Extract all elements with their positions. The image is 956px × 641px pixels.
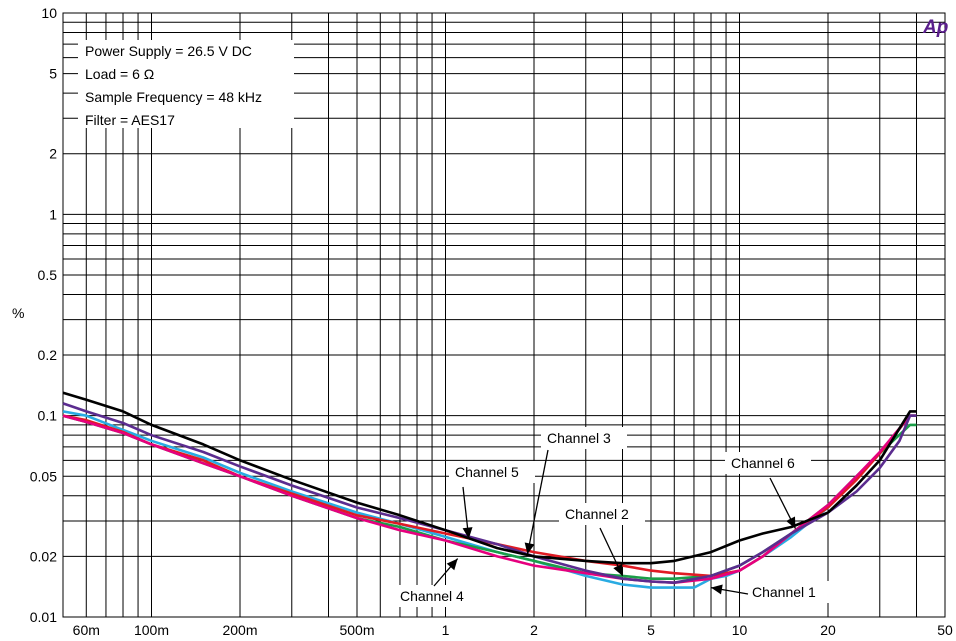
ap-logo-text: Ap	[922, 17, 948, 38]
y-tick-labels: 0.01 0.02 0.05 0.1 0.2 0.5 1 2 5 10	[30, 5, 57, 625]
annotation-bg	[746, 581, 832, 603]
y-tick-label: 2	[49, 146, 57, 162]
x-tick-label: 50	[937, 622, 953, 638]
x-tick-label: 1	[442, 622, 450, 638]
x-tick-label: 500m	[339, 622, 374, 638]
condition-text: Filter = AES17	[85, 112, 175, 128]
x-tick-label: 20	[820, 622, 836, 638]
annotation-bg	[725, 452, 811, 474]
plot-frame	[62, 12, 946, 618]
annotation-arrow-head	[524, 542, 535, 555]
x-tick-label: 10	[732, 622, 748, 638]
series-line-channel-5	[62, 402, 917, 585]
annotation-bg	[559, 503, 645, 525]
y-tick-label: 5	[49, 66, 57, 82]
channel-annotations: Channel 3 Channel 5 Channel 6 Channel 2 Chan…	[394, 427, 832, 607]
series-line-channel-1	[62, 410, 917, 589]
y-tick-label: 10	[41, 5, 57, 21]
series-lines	[62, 391, 917, 589]
annotation-label: Channel 1	[752, 584, 816, 600]
y-tick-label: 0.1	[38, 408, 58, 424]
y-tick-label: 0.05	[30, 468, 57, 484]
y-tick-label: 0.5	[38, 267, 58, 283]
x-tick-label: 100m	[134, 622, 169, 638]
x-tick-label: 5	[647, 622, 655, 638]
condition-text: Sample Frequency = 48 kHz	[85, 89, 262, 105]
y-tick-label: 0.02	[30, 548, 57, 564]
annotation-label: Channel 2	[565, 506, 629, 522]
annotation-arrow-head	[613, 563, 623, 576]
condition-text: Load = 6 Ω	[85, 66, 154, 82]
annotation-arrow-head	[446, 558, 458, 571]
x-tick-label: 200m	[222, 622, 257, 638]
conditions-box: Power Supply = 26.5 V DC Load = 6 Ω Sample…	[78, 40, 294, 128]
annotation-arrow-head	[462, 527, 473, 539]
x-tick-labels: 60m 100m 200m 500m 1 2 5 10 20 50	[73, 622, 953, 638]
annotation-arrow-head	[711, 584, 723, 595]
annotation-label: Channel 4	[400, 588, 464, 604]
y-tick-label: 0.2	[38, 347, 58, 363]
y-tick-label: 0.01	[30, 609, 57, 625]
annotation-arrow-head	[786, 516, 796, 529]
series-line-channel-4	[62, 414, 917, 585]
annotation-label: Channel 6	[731, 455, 795, 471]
annotation-bg	[449, 461, 535, 483]
annotation-bg	[541, 427, 627, 449]
conditions-box-bg	[78, 40, 294, 128]
y-tick-label: 1	[49, 206, 57, 222]
y-axis-label: %	[12, 305, 24, 321]
condition-text: Power Supply = 26.5 V DC	[85, 43, 252, 59]
annotation-label: Channel 5	[455, 464, 519, 480]
annotation-arrow-line	[526, 449, 549, 555]
ap-logo: Ap	[922, 17, 948, 38]
series-line-channel-6	[62, 391, 917, 565]
x-tick-label: 2	[530, 622, 538, 638]
annotation-bg	[394, 585, 480, 607]
annotation-label: Channel 3	[547, 430, 611, 446]
x-tick-label: 60m	[73, 622, 100, 638]
